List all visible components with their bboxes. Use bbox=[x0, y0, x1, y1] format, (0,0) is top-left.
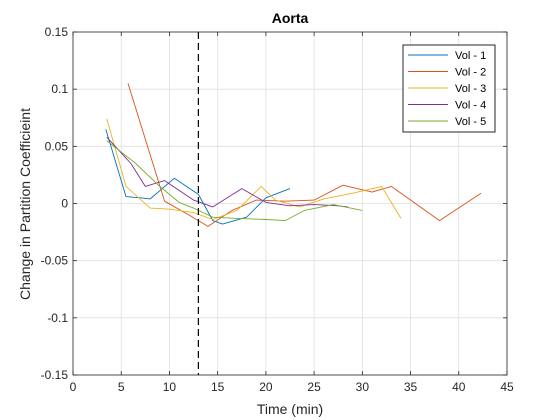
x-tick-label: 10 bbox=[163, 380, 177, 394]
x-tick-label: 40 bbox=[452, 380, 466, 394]
x-tick-label: 5 bbox=[118, 380, 125, 394]
y-tick-label: -0.05 bbox=[41, 254, 69, 268]
legend: Vol - 1 Vol - 2 Vol - 3 Vol - 4 Vol - 5 bbox=[402, 44, 496, 133]
legend-label-vol-3: Vol - 3 bbox=[455, 83, 486, 95]
y-tick-label: -0.1 bbox=[47, 311, 68, 325]
series-line-vol-5 bbox=[106, 140, 363, 222]
x-tick-label: 25 bbox=[307, 380, 321, 394]
y-tick-label: 0 bbox=[61, 197, 68, 211]
axis-ticks bbox=[72, 31, 508, 376]
legend-label-vol-4: Vol - 4 bbox=[455, 100, 486, 112]
x-tick-label: 20 bbox=[259, 380, 273, 394]
y-axis-title: Change in Partition Coefficieint bbox=[17, 108, 33, 300]
x-tick-label: 0 bbox=[70, 380, 77, 394]
chart-title: Aorta bbox=[272, 10, 309, 26]
y-tick-label: 0.1 bbox=[51, 82, 68, 96]
x-axis-title: Time (min) bbox=[257, 401, 323, 417]
series-line-vol-2 bbox=[127, 83, 482, 227]
y-tick-label: -0.15 bbox=[41, 368, 69, 382]
legend-label-vol-5: Vol - 5 bbox=[455, 116, 486, 128]
legend-label-vol-1: Vol - 1 bbox=[455, 50, 486, 62]
x-tick-labels: 0 5 10 15 20 25 30 35 40 45 bbox=[70, 380, 514, 394]
series-lines bbox=[105, 83, 482, 227]
y-tick-labels: -0.15 -0.1 -0.05 0 0.05 0.1 0.15 bbox=[41, 25, 69, 382]
x-tick-label: 15 bbox=[211, 380, 225, 394]
x-tick-label: 45 bbox=[500, 380, 514, 394]
series-line-vol-1 bbox=[105, 129, 291, 225]
series-line-vol-3 bbox=[106, 118, 402, 220]
legend-label-vol-2: Vol - 2 bbox=[455, 67, 486, 79]
x-tick-label: 30 bbox=[356, 380, 370, 394]
y-tick-label: 0.05 bbox=[45, 139, 69, 153]
series-line-vol-4 bbox=[106, 136, 348, 208]
y-tick-label: 0.15 bbox=[45, 25, 69, 39]
x-tick-label: 35 bbox=[404, 380, 418, 394]
